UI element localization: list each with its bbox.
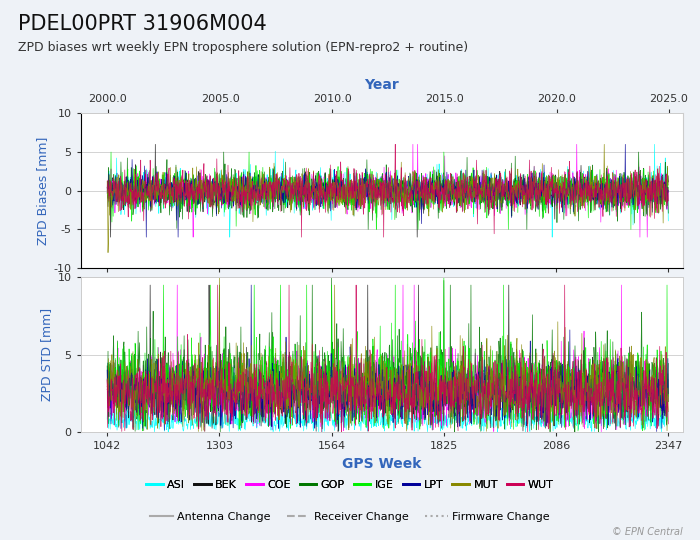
Y-axis label: ZPD STD [mm]: ZPD STD [mm]: [41, 308, 53, 401]
X-axis label: GPS Week: GPS Week: [342, 457, 421, 470]
Legend: Antenna Change, Receiver Change, Firmware Change: Antenna Change, Receiver Change, Firmwar…: [146, 508, 554, 526]
Text: © EPN Central: © EPN Central: [612, 527, 682, 537]
Y-axis label: ZPD Biases [mm]: ZPD Biases [mm]: [36, 137, 49, 245]
Text: PDEL00PRT 31906M004: PDEL00PRT 31906M004: [18, 14, 266, 33]
X-axis label: Year: Year: [364, 78, 399, 92]
Text: ZPD biases wrt weekly EPN troposphere solution (EPN-repro2 + routine): ZPD biases wrt weekly EPN troposphere so…: [18, 40, 468, 53]
Legend: ASI, BEK, COE, GOP, IGE, LPT, MUT, WUT: ASI, BEK, COE, GOP, IGE, LPT, MUT, WUT: [141, 475, 559, 494]
